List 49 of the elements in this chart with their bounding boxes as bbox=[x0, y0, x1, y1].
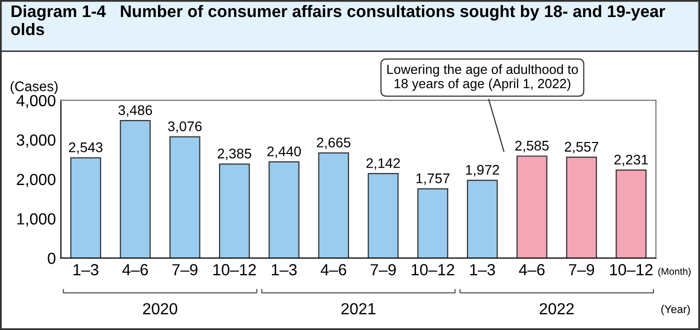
data-label: 3,486 bbox=[118, 105, 152, 117]
text: 2021 bbox=[341, 303, 376, 314]
x-tick-label: 7–9 bbox=[569, 264, 594, 276]
data-label: 2,440 bbox=[267, 146, 301, 158]
y-tick-label: 3,000 bbox=[16, 134, 56, 148]
x-tick-label: 4–6 bbox=[320, 264, 346, 276]
bar bbox=[318, 152, 350, 258]
bar bbox=[616, 170, 647, 258]
data-label: 2,385 bbox=[218, 148, 252, 160]
text: 2020 bbox=[143, 303, 178, 314]
x-tick-label: 4–6 bbox=[518, 264, 545, 276]
x-tick-label: 4–6 bbox=[122, 264, 148, 276]
x-tick-label: 10–12 bbox=[213, 264, 256, 276]
x-tick-label: 7–9 bbox=[172, 264, 198, 276]
data-label: 1,972 bbox=[466, 164, 500, 176]
y-tick-label: 1,000 bbox=[17, 213, 56, 226]
data-label: 2,142 bbox=[366, 158, 400, 170]
y-axis-title: (Cases) bbox=[10, 81, 58, 94]
bar bbox=[169, 136, 200, 258]
x-tick-label: 1–3 bbox=[74, 264, 98, 276]
x-tick-label: 1–3 bbox=[272, 264, 297, 276]
x-tick-label: 7–9 bbox=[370, 264, 396, 276]
y-tick-label: 0 bbox=[48, 252, 56, 264]
x-tick-label: 10–12 bbox=[610, 264, 653, 276]
bar bbox=[70, 157, 102, 258]
data-label: 2,231 bbox=[614, 154, 648, 166]
data-label: 2,543 bbox=[69, 142, 102, 154]
bar bbox=[516, 156, 548, 258]
data-label: 2,557 bbox=[564, 142, 598, 154]
data-label: 3,076 bbox=[168, 121, 202, 133]
text: (Year) bbox=[661, 304, 690, 316]
data-label: 1,757 bbox=[416, 174, 450, 185]
x-axis-title: (Month) bbox=[658, 268, 691, 277]
bar bbox=[466, 180, 498, 258]
bar bbox=[566, 156, 597, 258]
text: 2022 bbox=[540, 303, 574, 314]
bar bbox=[219, 163, 250, 258]
bar bbox=[268, 161, 300, 258]
x-tick-label: 10–12 bbox=[412, 264, 454, 276]
y-tick-label: 4,000 bbox=[16, 94, 56, 108]
data-label: 2,665 bbox=[316, 138, 350, 150]
text: Lowering the age of adulthood to 18 years of age (April 1, 2022) bbox=[387, 64, 578, 91]
bar bbox=[417, 188, 448, 258]
x-tick-label: 1–3 bbox=[470, 264, 495, 276]
bar bbox=[368, 173, 399, 258]
chart-title: Diagram 1-4 Number of consumer affairs consultations sought by 18- and 19-year olds bbox=[11, 4, 666, 36]
data-label: 2,585 bbox=[515, 140, 549, 152]
bar bbox=[120, 120, 151, 258]
y-tick-label: 2,000 bbox=[16, 174, 56, 188]
